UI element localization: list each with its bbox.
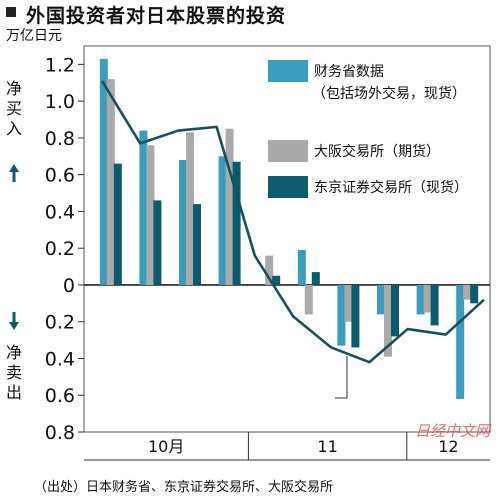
legend-label: 东京证券交易所（现货） <box>314 179 468 196</box>
y-tick-label: 0.4 <box>45 201 75 223</box>
bar <box>470 284 479 304</box>
bar <box>272 275 281 285</box>
chart-title: 外国投资者对日本股票的投资 <box>26 5 287 27</box>
bar <box>225 128 234 285</box>
bar <box>99 58 108 285</box>
bar <box>113 163 122 285</box>
month-label: 11 <box>317 437 337 456</box>
month-label: 12 <box>438 437 458 456</box>
bar <box>391 284 399 337</box>
y-tick-label: 1.0 <box>45 91 75 113</box>
y-tick-label: 0.2 <box>45 238 75 260</box>
bar <box>146 145 155 285</box>
legend-label: 大阪交易所（期货） <box>314 143 440 160</box>
bar <box>304 284 313 315</box>
source-note: （出处）日本财务省、东京证券交易所、大阪交易所 <box>34 480 334 495</box>
y-tick-label: 0 <box>63 275 75 297</box>
bar <box>193 204 201 285</box>
buy-label-char: 净 <box>6 79 22 98</box>
bar <box>351 284 360 348</box>
bar <box>344 284 353 322</box>
sell-label-char: 出 <box>6 383 22 402</box>
unit-label: 万亿日元 <box>6 28 62 44</box>
callout-bracket <box>335 356 348 399</box>
legend-swatch <box>268 140 308 162</box>
buy-label-char: 买 <box>6 99 22 118</box>
title-row: 外国投资者对日本股票的投资 <box>0 0 500 28</box>
bar <box>384 284 392 357</box>
bar <box>265 255 274 285</box>
legend-label: 财务省数据 <box>314 64 384 80</box>
bar <box>106 79 115 285</box>
bar <box>232 161 241 285</box>
bar <box>377 284 385 315</box>
bar <box>430 284 439 326</box>
legend-swatch <box>268 60 308 82</box>
bar <box>337 284 346 346</box>
bar <box>186 132 194 285</box>
bar <box>416 284 425 315</box>
y-tick-label: 0.8 <box>45 128 75 150</box>
down-arrow-icon <box>9 312 19 330</box>
y-tick-label: 0.4 <box>45 348 75 370</box>
bar <box>311 272 320 285</box>
buy-label-char: 入 <box>6 119 22 138</box>
series-line <box>100 80 485 364</box>
y-tick-label: 0.8 <box>45 422 75 444</box>
sell-label-char: 卖 <box>6 363 22 382</box>
title-marker-icon <box>6 7 16 17</box>
bar <box>153 200 162 285</box>
y-tick-label: 0.6 <box>45 165 75 187</box>
y-tick-label: 0.6 <box>45 385 75 407</box>
bar <box>218 156 227 285</box>
y-tick-label: 0.2 <box>45 312 75 334</box>
up-arrow-icon <box>9 164 19 182</box>
watermark: 日经中文网 <box>414 422 490 440</box>
plot-frame <box>83 45 491 433</box>
month-label: 10月 <box>148 437 184 456</box>
bar <box>297 250 306 285</box>
bar <box>139 130 148 285</box>
bar <box>423 284 432 313</box>
bar <box>463 284 472 300</box>
y-tick-label: 1.2 <box>45 54 75 76</box>
sell-label-char: 净 <box>6 343 22 362</box>
legend-label-line2: （包括场外交易，现货） <box>312 85 466 102</box>
bar <box>456 284 465 399</box>
legend-swatch <box>268 176 308 198</box>
bar <box>179 159 187 285</box>
